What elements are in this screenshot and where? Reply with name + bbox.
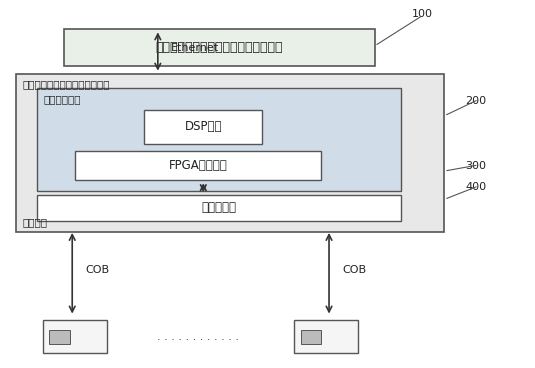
FancyBboxPatch shape: [49, 330, 70, 344]
FancyBboxPatch shape: [43, 320, 107, 353]
Text: 批量下载测试软件（安装于计算机上）: 批量下载测试软件（安装于计算机上）: [156, 41, 283, 54]
Text: 测试夹具: 测试夹具: [22, 217, 48, 227]
FancyBboxPatch shape: [16, 74, 444, 232]
Text: COB: COB: [86, 265, 110, 276]
Text: DSP模块: DSP模块: [185, 120, 222, 134]
FancyBboxPatch shape: [37, 88, 401, 191]
Text: . . . . . . . . . . . .: . . . . . . . . . . . .: [157, 332, 239, 342]
FancyBboxPatch shape: [37, 195, 401, 221]
Text: Ethernet: Ethernet: [171, 43, 219, 53]
Text: 测试仪器主板: 测试仪器主板: [44, 94, 81, 104]
Text: 接口适配板: 接口适配板: [202, 201, 237, 215]
FancyBboxPatch shape: [75, 151, 321, 180]
Text: FPGA处理模块: FPGA处理模块: [169, 159, 227, 172]
Text: 400: 400: [465, 182, 486, 192]
Text: 200: 200: [465, 96, 486, 106]
Text: COB: COB: [342, 265, 366, 276]
FancyBboxPatch shape: [301, 330, 321, 344]
Text: 100: 100: [412, 8, 433, 19]
FancyBboxPatch shape: [64, 29, 374, 66]
FancyBboxPatch shape: [144, 110, 262, 144]
Text: 300: 300: [465, 161, 486, 171]
FancyBboxPatch shape: [294, 320, 358, 353]
Text: 接触式智能卡批量气动测试装置: 接触式智能卡批量气动测试装置: [22, 79, 110, 89]
